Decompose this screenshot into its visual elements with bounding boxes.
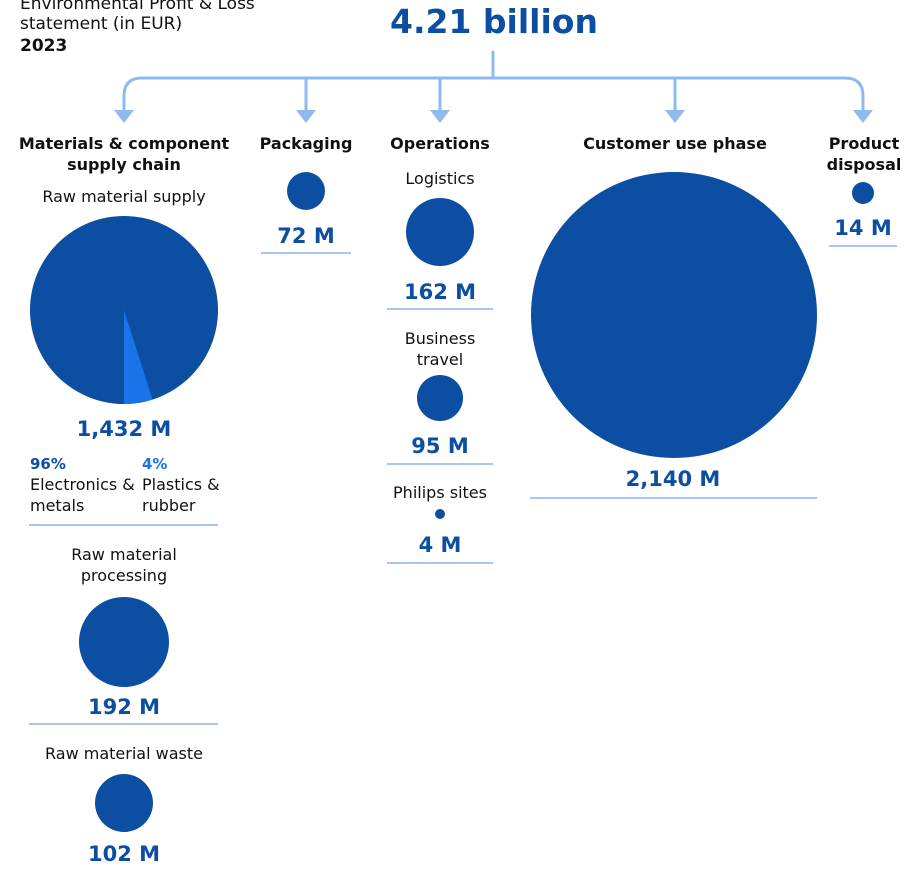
packaging-value: 72 M: [277, 224, 335, 248]
arrow-packaging-icon: [296, 110, 316, 123]
divider: [261, 252, 351, 254]
divider: [387, 562, 493, 564]
raw-processing-bubble: [79, 597, 169, 687]
logistics-value: 162 M: [403, 280, 477, 304]
chart-year: 2023: [20, 36, 68, 56]
raw-waste-label: Raw material waste: [45, 744, 203, 763]
customer-use-bubble: [531, 172, 817, 458]
divider: [829, 245, 897, 247]
connector-bar: [122, 76, 865, 114]
divider: [387, 463, 493, 465]
share-plastics-label: Plastics & rubber: [142, 475, 220, 515]
divider: [29, 723, 218, 725]
business-travel-label: Business travel: [404, 329, 476, 369]
packaging-bubble: [287, 172, 325, 210]
philips-sites-label: Philips sites: [393, 483, 487, 502]
philips-sites-bubble: [435, 509, 445, 519]
chart-subtitle: Environmental Profit & Loss statement (i…: [20, 0, 255, 34]
arrow-operations-icon: [430, 110, 450, 123]
divider: [29, 524, 218, 526]
disposal-column-title: Product disposal: [826, 134, 902, 174]
packaging-column-title: Packaging: [259, 134, 353, 153]
raw-processing-value: 192 M: [87, 695, 161, 719]
logistics-label: Logistics: [405, 169, 475, 188]
raw-supply-value: 1,432 M: [76, 417, 172, 441]
pie-slice-plastics-rubber: [124, 310, 153, 405]
raw-waste-bubble: [95, 774, 153, 832]
arrow-materials-icon: [114, 110, 134, 123]
divider: [530, 497, 817, 499]
share-electronics-label: Electronics & metals: [30, 475, 135, 515]
disposal-value: 14 M: [834, 216, 892, 240]
disposal-bubble: [852, 182, 874, 204]
arrow-customer-use-icon: [665, 110, 685, 123]
customer-use-value: 2,140 M: [625, 467, 721, 491]
business-travel-bubble: [417, 375, 463, 421]
arrow-disposal-icon: [853, 110, 873, 123]
share-electronics-pct: 96%: [30, 455, 66, 473]
business-travel-value: 95 M: [411, 434, 469, 458]
customer-use-column-title: Customer use phase: [583, 134, 767, 153]
raw-processing-label: Raw material processing: [71, 545, 177, 585]
total-value: 4.21 billion: [390, 2, 598, 41]
philips-sites-value: 4 M: [418, 533, 462, 557]
operations-column-title: Operations: [390, 134, 490, 153]
divider: [387, 308, 493, 310]
logistics-bubble: [406, 198, 474, 266]
raw-supply-pie: [30, 216, 218, 405]
materials-column-title: Materials & component supply chain: [18, 134, 230, 174]
raw-waste-value: 102 M: [87, 842, 161, 866]
share-plastics-pct: 4%: [142, 455, 168, 473]
raw-supply-label: Raw material supply: [42, 187, 206, 206]
